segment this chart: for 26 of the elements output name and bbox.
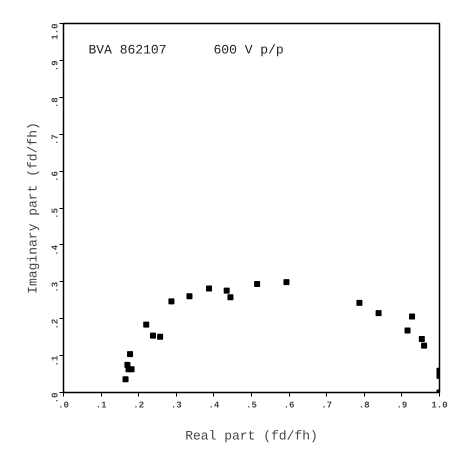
x-tick-label: .1 — [96, 400, 108, 410]
y-tick-label: .6 — [50, 171, 60, 182]
x-tick-label: .2 — [133, 400, 144, 410]
y-tick-label: .8 — [50, 97, 60, 108]
x-tick-label: .8 — [358, 400, 370, 410]
y-tick-label: .7 — [50, 134, 60, 145]
y-tick-label: .2 — [50, 318, 60, 330]
y-tick-label: .3 — [50, 282, 60, 293]
y-tick-label: .0 — [50, 392, 60, 404]
x-tick-label: .9 — [396, 400, 408, 410]
x-tick-label: .0 — [58, 400, 69, 410]
y-tick-label: .4 — [50, 244, 60, 256]
x-tick-label: .3 — [170, 400, 182, 410]
annotation: BVA 862107 — [88, 42, 167, 58]
y-tick-label: .1 — [50, 355, 60, 366]
y-tick-label: 1.0 — [50, 24, 60, 40]
x-tick-label: 1.0 — [431, 400, 448, 410]
y-tick-label: .5 — [50, 208, 60, 219]
annotation: 600 V p/p — [214, 42, 284, 58]
x-tick-label: .4 — [208, 400, 220, 410]
x-axis-title: Real part (fd/fh) — [185, 428, 318, 444]
x-tick-label: .6 — [284, 400, 295, 410]
y-tick-label: .9 — [50, 60, 60, 72]
y-axis-title: Imaginary part (fd/fh) — [26, 122, 40, 294]
x-tick-label: .7 — [321, 400, 332, 410]
x-tick-label: .5 — [246, 400, 257, 410]
